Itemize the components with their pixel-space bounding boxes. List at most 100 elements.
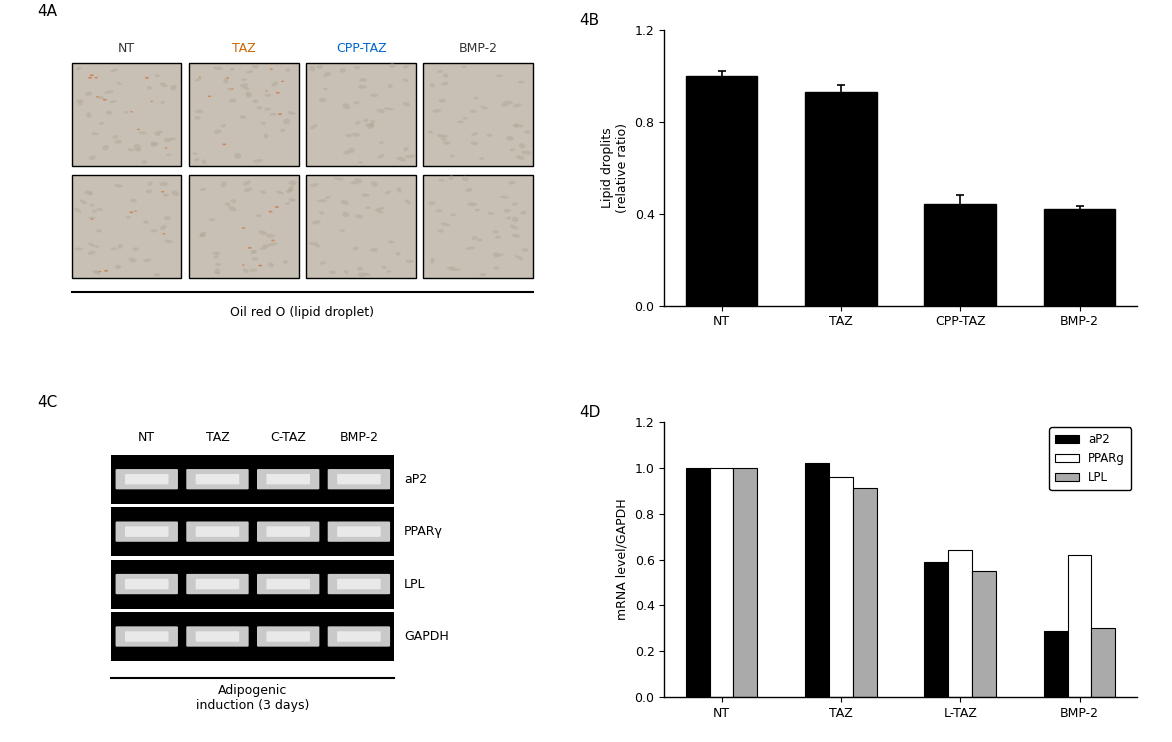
- FancyBboxPatch shape: [125, 474, 169, 485]
- Ellipse shape: [370, 181, 377, 187]
- Ellipse shape: [253, 159, 264, 162]
- Ellipse shape: [130, 199, 137, 203]
- Ellipse shape: [470, 110, 476, 113]
- Ellipse shape: [268, 211, 273, 213]
- Ellipse shape: [323, 88, 328, 91]
- Ellipse shape: [145, 77, 149, 79]
- Ellipse shape: [471, 132, 478, 136]
- FancyBboxPatch shape: [116, 574, 178, 594]
- Ellipse shape: [319, 211, 325, 214]
- FancyBboxPatch shape: [186, 469, 248, 490]
- Ellipse shape: [80, 200, 87, 204]
- Ellipse shape: [471, 236, 478, 240]
- Ellipse shape: [461, 65, 466, 68]
- Bar: [925, 562, 948, 697]
- Ellipse shape: [91, 132, 98, 135]
- Ellipse shape: [320, 261, 326, 265]
- Text: PPARγ: PPARγ: [404, 525, 443, 538]
- Ellipse shape: [155, 74, 159, 77]
- Ellipse shape: [486, 134, 492, 137]
- Ellipse shape: [288, 186, 293, 191]
- Ellipse shape: [247, 247, 252, 249]
- Ellipse shape: [284, 119, 291, 125]
- Ellipse shape: [212, 252, 220, 255]
- Ellipse shape: [214, 268, 220, 275]
- Ellipse shape: [263, 244, 270, 248]
- Ellipse shape: [260, 190, 266, 194]
- Ellipse shape: [260, 122, 266, 125]
- Ellipse shape: [465, 246, 476, 250]
- FancyBboxPatch shape: [125, 579, 169, 589]
- Ellipse shape: [376, 109, 386, 113]
- FancyBboxPatch shape: [186, 574, 248, 594]
- Ellipse shape: [341, 200, 348, 205]
- Ellipse shape: [340, 229, 345, 232]
- Ellipse shape: [430, 83, 435, 87]
- Ellipse shape: [506, 217, 511, 220]
- Ellipse shape: [265, 93, 271, 97]
- Ellipse shape: [441, 138, 447, 141]
- Ellipse shape: [170, 85, 177, 91]
- Ellipse shape: [396, 187, 402, 193]
- Bar: [948, 551, 972, 697]
- FancyBboxPatch shape: [116, 469, 178, 490]
- Ellipse shape: [493, 266, 499, 270]
- Ellipse shape: [95, 246, 100, 248]
- Ellipse shape: [270, 113, 277, 116]
- Ellipse shape: [435, 209, 443, 212]
- Ellipse shape: [97, 96, 104, 99]
- Ellipse shape: [319, 98, 327, 102]
- Ellipse shape: [384, 191, 391, 194]
- Ellipse shape: [243, 264, 245, 266]
- Ellipse shape: [241, 227, 245, 229]
- Legend: aP2, PPARg, LPL: aP2, PPARg, LPL: [1049, 427, 1131, 490]
- Text: BMP-2: BMP-2: [340, 430, 379, 444]
- Ellipse shape: [243, 180, 251, 186]
- Ellipse shape: [383, 108, 394, 111]
- Ellipse shape: [76, 99, 83, 103]
- FancyBboxPatch shape: [338, 474, 381, 485]
- Ellipse shape: [258, 265, 263, 266]
- Ellipse shape: [195, 116, 200, 119]
- Ellipse shape: [406, 154, 416, 158]
- Ellipse shape: [315, 244, 321, 247]
- Ellipse shape: [199, 234, 205, 237]
- Ellipse shape: [231, 88, 234, 90]
- Ellipse shape: [343, 151, 350, 154]
- Ellipse shape: [154, 273, 161, 277]
- Ellipse shape: [503, 209, 511, 213]
- Ellipse shape: [214, 263, 220, 266]
- Ellipse shape: [213, 129, 222, 134]
- Ellipse shape: [278, 113, 282, 115]
- Ellipse shape: [98, 271, 102, 272]
- Ellipse shape: [479, 273, 486, 276]
- Ellipse shape: [166, 154, 171, 157]
- Ellipse shape: [458, 120, 464, 123]
- Ellipse shape: [363, 273, 370, 276]
- Ellipse shape: [359, 85, 367, 89]
- Ellipse shape: [88, 191, 93, 196]
- Text: BMP-2: BMP-2: [458, 42, 498, 54]
- Ellipse shape: [403, 65, 409, 68]
- Ellipse shape: [115, 140, 122, 144]
- Bar: [1044, 209, 1116, 306]
- Ellipse shape: [316, 199, 327, 203]
- Ellipse shape: [363, 119, 368, 122]
- Ellipse shape: [231, 199, 237, 203]
- Ellipse shape: [115, 184, 122, 188]
- FancyBboxPatch shape: [266, 579, 309, 589]
- Ellipse shape: [285, 202, 289, 205]
- FancyBboxPatch shape: [186, 522, 248, 542]
- Text: 4D: 4D: [579, 405, 600, 420]
- Bar: [972, 571, 996, 697]
- Ellipse shape: [286, 68, 291, 72]
- FancyBboxPatch shape: [328, 574, 390, 594]
- Ellipse shape: [364, 123, 375, 127]
- Bar: [686, 76, 757, 306]
- Ellipse shape: [135, 148, 141, 151]
- Ellipse shape: [396, 157, 406, 162]
- Ellipse shape: [348, 148, 355, 153]
- Ellipse shape: [195, 158, 199, 162]
- Ellipse shape: [352, 133, 360, 137]
- Ellipse shape: [267, 263, 274, 267]
